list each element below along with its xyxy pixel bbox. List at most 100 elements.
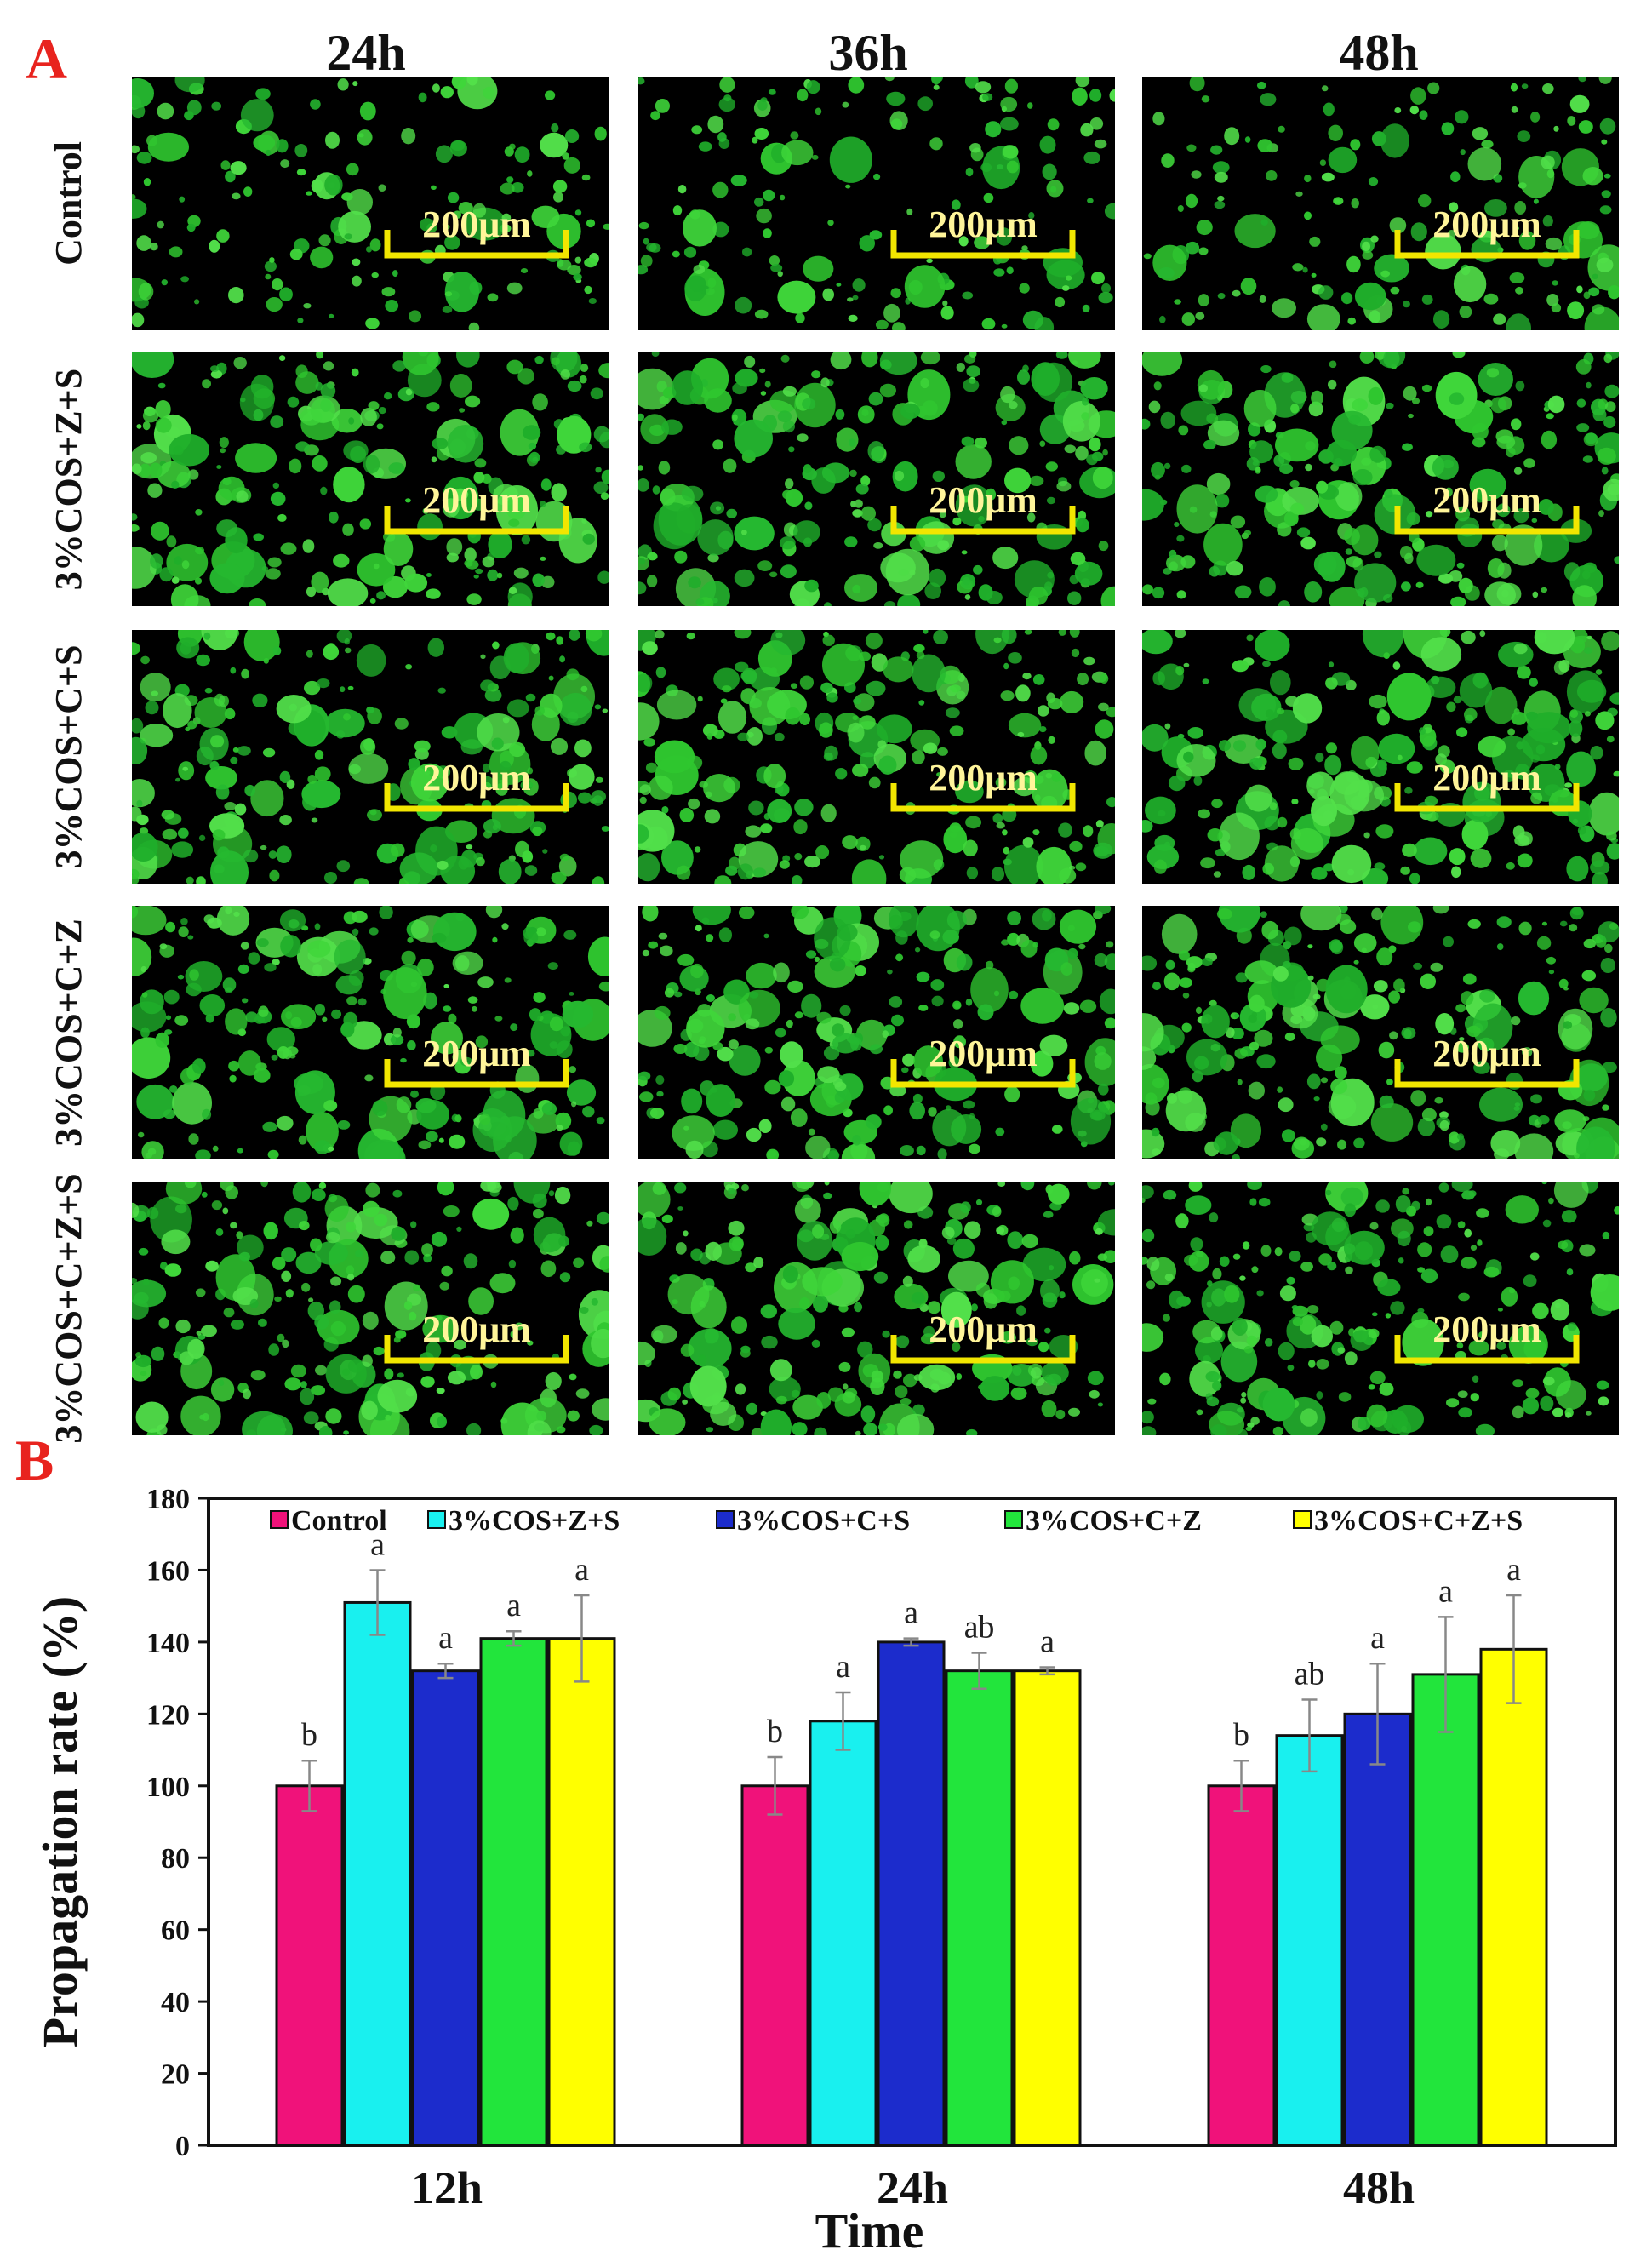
cell-cluster <box>1142 1182 1619 1435</box>
micrograph-3-24h: 200μm <box>132 630 609 884</box>
column-header-36h: 36h <box>828 25 907 81</box>
error-bar <box>1233 1759 1249 1812</box>
y-tick-label: 20 <box>161 2059 190 2091</box>
legend-label: 3%COS+C+Z <box>1026 1505 1202 1537</box>
x-tick-label-24h: 24h <box>877 2162 948 2213</box>
row-label-2: 3%COS+Z+S <box>48 369 89 590</box>
panel-a-letter: A <box>26 26 67 91</box>
x-axis-title: Time <box>815 2203 924 2258</box>
bar-48h-2 <box>1275 1734 1344 2147</box>
scale-bar-bracket <box>1394 230 1580 259</box>
significance-letter: a <box>1040 1623 1055 1659</box>
cell-cluster <box>638 352 1115 606</box>
scale-bar: 200μm <box>890 1033 1076 1088</box>
scale-bar-bracket <box>890 1059 1076 1088</box>
significance-letter: a <box>506 1588 521 1623</box>
bar-24h-3 <box>877 1640 946 2147</box>
scale-bar: 200μm <box>384 757 569 812</box>
cell-cluster <box>132 77 609 330</box>
scale-bar: 200μm <box>890 1308 1076 1364</box>
scale-bar-label: 200μm <box>929 757 1038 799</box>
scale-bar-label: 200μm <box>422 1033 531 1074</box>
scale-bar-bracket <box>1394 783 1580 812</box>
y-tick-label: 120 <box>146 1699 190 1731</box>
error-bar <box>903 1637 919 1647</box>
bar-group-24h: b a a ab a <box>740 1595 1082 2147</box>
error-bar <box>767 1755 783 1816</box>
scale-bar-label: 200μm <box>1432 479 1541 521</box>
column-header-24h: 24h <box>326 25 405 81</box>
significance-letter: b <box>767 1714 783 1749</box>
row-label-3: 3%COS+C+S <box>48 645 89 869</box>
bar-group-48h: b ab a a a <box>1207 1552 1548 2147</box>
y-tick-label: 100 <box>146 1772 190 1803</box>
scale-bar-label: 200μm <box>929 203 1038 245</box>
cell-cluster <box>1142 906 1619 1159</box>
plot-area: 0 20 40 60 80 100 120 140 160 180 Propagation rate… <box>32 1484 1617 2258</box>
y-tick-label: 80 <box>161 1843 190 1875</box>
cell-cluster <box>132 352 609 606</box>
cell-cluster <box>132 630 609 884</box>
micrograph-4-24h: 200μm <box>132 906 609 1159</box>
scale-bar-bracket <box>890 506 1076 535</box>
cell-cluster <box>638 1182 1115 1435</box>
significance-letter: a <box>574 1552 589 1588</box>
significance-letter: b <box>1233 1717 1249 1753</box>
scale-bar: 200μm <box>1394 757 1580 812</box>
y-tick-label: 60 <box>161 1915 190 1947</box>
error-bar <box>1039 1666 1055 1676</box>
legend-swatch <box>716 1510 735 1529</box>
bar-48h-5 <box>1479 1647 1548 2147</box>
bar-24h-1 <box>740 1784 809 2147</box>
legend-swatch <box>1004 1510 1023 1529</box>
bar-24h-4 <box>945 1669 1014 2147</box>
significance-letter: a <box>1506 1552 1521 1588</box>
error-bar <box>835 1691 851 1751</box>
error-bar <box>1301 1698 1318 1773</box>
significance-letter: a <box>836 1649 850 1685</box>
error-bar <box>574 1594 590 1683</box>
scale-bar-label: 200μm <box>929 1308 1038 1350</box>
y-tick-label: 160 <box>146 1555 190 1587</box>
cell-cluster <box>132 906 609 1159</box>
column-header-48h: 48h <box>1339 25 1418 81</box>
x-tick-label-48h: 48h <box>1343 2162 1415 2213</box>
scale-bar: 200μm <box>384 479 569 535</box>
scale-bar: 200μm <box>1394 203 1580 259</box>
column-headers: 24h 36h 48h <box>326 25 1418 81</box>
row-label-4: 3%COS+C+Z <box>48 919 89 1147</box>
legend-swatch <box>270 1510 289 1529</box>
significance-letter: a <box>1370 1620 1385 1656</box>
scale-bar-bracket <box>890 783 1076 812</box>
bar-24h-2 <box>809 1720 877 2147</box>
scale-bar: 200μm <box>384 203 569 259</box>
cell-cluster <box>1142 630 1619 884</box>
scale-bar-label: 200μm <box>1432 757 1541 799</box>
y-tick-label: 140 <box>146 1628 190 1659</box>
legend-swatch <box>1293 1510 1312 1529</box>
legend-swatch <box>427 1510 446 1529</box>
scale-bar-label: 200μm <box>422 757 531 799</box>
row-label-1: Control <box>48 141 89 266</box>
bar-12h-2 <box>343 1600 412 2147</box>
legend-label: 3%COS+C+S <box>737 1505 910 1537</box>
bar-12h-4 <box>479 1637 548 2147</box>
significance-letter: a <box>370 1526 385 1562</box>
error-bar <box>301 1759 317 1812</box>
micrograph-1-48h: 200μm <box>1142 77 1619 330</box>
scale-bar-bracket <box>890 230 1076 259</box>
cell-cluster <box>1142 352 1619 606</box>
micrograph-5-36h: 200μm <box>638 1182 1115 1435</box>
significance-letter: a <box>1438 1573 1453 1609</box>
panel-b-bar-chart: B 0 20 40 60 80 100 120 140 160 180 Propagation ra… <box>15 1428 1617 2258</box>
error-bar <box>437 1662 454 1680</box>
scale-bar-bracket <box>384 230 569 259</box>
bar-12h-1 <box>275 1784 344 2147</box>
scale-bar: 200μm <box>1394 1308 1580 1364</box>
legend-item-4: 3%COS+C+Z <box>1004 1505 1202 1537</box>
panel-b-letter: B <box>15 1428 54 1492</box>
scale-bar-label: 200μm <box>422 1308 531 1350</box>
scale-bar-label: 200μm <box>1432 1033 1541 1074</box>
significance-letter: ab <box>1295 1656 1325 1692</box>
x-tick-label-12h: 12h <box>411 2162 483 2213</box>
